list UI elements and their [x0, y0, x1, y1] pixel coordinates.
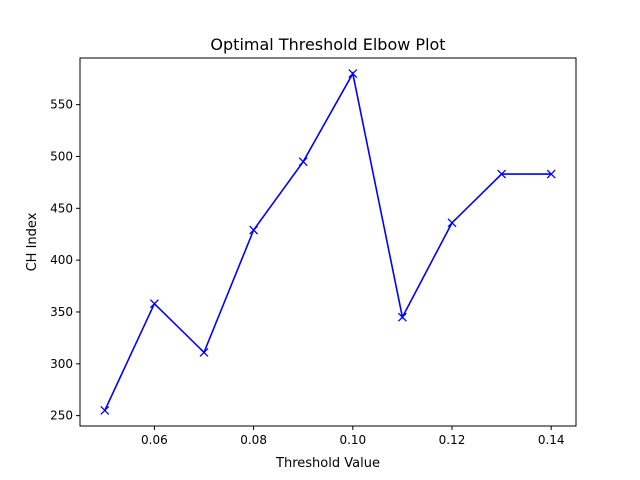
marker-stroke [100, 405, 110, 415]
x-tick-label: 0.06 [141, 433, 168, 447]
y-tick-label: 450 [50, 201, 73, 215]
y-tick-label: 550 [50, 98, 73, 112]
x-tick-label: 0.08 [240, 433, 267, 447]
marker-stroke [298, 157, 308, 167]
data-point-marker [447, 218, 457, 228]
x-axis-label: Threshold Value [275, 456, 380, 471]
marker-stroke [149, 299, 159, 309]
y-tick-label: 350 [50, 305, 73, 319]
x-tick-label: 0.14 [538, 433, 565, 447]
y-tick-label: 250 [50, 409, 73, 423]
data-point-marker [149, 299, 159, 309]
marker-stroke [199, 347, 209, 357]
data-point-marker [298, 157, 308, 167]
data-point-marker [199, 347, 209, 357]
data-point-marker [397, 312, 407, 322]
plot-area: 0.06 0.08 0.10 0.12 0.14 250 300 350 400 450 500 55… [50, 57, 577, 447]
marker-stroke [249, 225, 259, 235]
data-point-marker [249, 225, 259, 235]
data-point-marker [546, 169, 556, 179]
y-tick-label: 400 [50, 253, 73, 267]
y-axis-label: CH Index [25, 212, 40, 271]
plot-frame [79, 57, 577, 427]
data-point-marker [348, 69, 358, 79]
x-tick-label: 0.12 [439, 433, 466, 447]
marker-stroke [497, 169, 507, 179]
y-tick-label: 300 [50, 357, 73, 371]
marker-stroke [447, 218, 457, 228]
y-tick-label: 500 [50, 149, 73, 163]
marker-stroke [546, 169, 556, 179]
marker-stroke [348, 69, 358, 79]
data-point-marker [497, 169, 507, 179]
marker-stroke [397, 312, 407, 322]
series-line [104, 71, 552, 411]
x-tick-label: 0.10 [339, 433, 366, 447]
chart-title: Optimal Threshold Elbow Plot [210, 35, 445, 54]
data-point-marker [100, 405, 110, 415]
